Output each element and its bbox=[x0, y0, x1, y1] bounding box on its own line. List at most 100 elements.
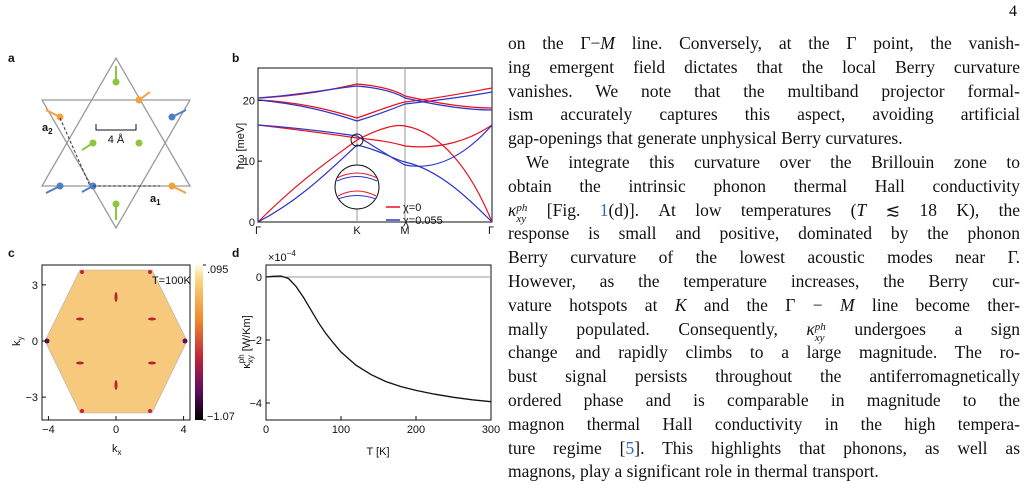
subscript: xy bbox=[516, 212, 527, 225]
text-run: line. Conversely, at the Γ point, the va… bbox=[614, 33, 1020, 53]
text-part: 1 bbox=[156, 198, 161, 207]
math: M bbox=[839, 294, 855, 315]
axes-frame bbox=[265, 264, 492, 421]
text-run: magnons, play a significant role in ther… bbox=[508, 461, 879, 482]
x-axis-label: kx bbox=[112, 443, 122, 457]
script: ph xy bbox=[516, 201, 528, 225]
text-line: magnons, play a significant role in ther… bbox=[508, 460, 1020, 484]
text-run: vature hotspots at bbox=[508, 294, 675, 315]
text-line: ordered phase and is comparable in magni… bbox=[508, 389, 1020, 413]
citation-link[interactable]: 5 bbox=[625, 437, 635, 458]
text-run: We integrate this curvature over the Bri… bbox=[526, 151, 1020, 172]
script: ph xy bbox=[814, 320, 826, 344]
text-run: magnon thermal Hall conductivity in the … bbox=[508, 413, 1020, 434]
text-run: ordered phase and is comparable in magni… bbox=[508, 389, 1020, 410]
x-tick-label: 300 bbox=[482, 424, 500, 436]
text-run: change and rapidly climbs to a large mag… bbox=[508, 342, 1020, 363]
text-part: y bbox=[16, 337, 25, 341]
text-run: gap-openings that generate unphysical Be… bbox=[508, 128, 903, 149]
colorbar-label: −1.07 bbox=[207, 411, 235, 423]
text-line: We integrate this curvature over the Bri… bbox=[508, 151, 1020, 175]
text-line: response is small and positive, dominate… bbox=[508, 222, 1020, 246]
text-line: ture regime [5]. This highlights that ph… bbox=[508, 437, 1020, 461]
y-tick-label: 20 bbox=[243, 95, 255, 107]
bands bbox=[257, 83, 493, 223]
x-tick-label: K bbox=[353, 225, 361, 237]
lattice-vectors bbox=[59, 117, 160, 187]
text-run: ture regime [ bbox=[508, 437, 626, 458]
colorbar bbox=[195, 265, 203, 420]
text-part: −4 bbox=[287, 249, 297, 258]
text-part: ph bbox=[237, 354, 246, 363]
text-line: on the Γ−M line. Conversely, at the Γ po… bbox=[508, 32, 1020, 56]
y-tick-label: 10 bbox=[243, 156, 255, 168]
text-line: ism accurately captures this aspect, avo… bbox=[508, 103, 1020, 127]
text-run: and the Γ − bbox=[686, 294, 840, 315]
x-tick-label: 0 bbox=[113, 424, 119, 436]
text-run: on the Γ− bbox=[508, 33, 601, 53]
subscript: xy bbox=[814, 331, 825, 344]
panel-label: b bbox=[232, 51, 239, 65]
text-run: bust signal persists throughout the anti… bbox=[508, 366, 1020, 387]
math-symbol: κ ph xy bbox=[508, 199, 527, 225]
x-tick-label: 100 bbox=[332, 424, 350, 436]
text-run: (d)]. At low temperatures ( bbox=[608, 199, 857, 220]
vector-label: a1 bbox=[150, 193, 161, 207]
math: T bbox=[856, 199, 867, 220]
scale-label: 4 Å bbox=[108, 133, 125, 146]
y-axis-label: κxyph [W/Km] bbox=[237, 315, 255, 369]
vector-label: a2 bbox=[42, 122, 53, 136]
superscript: ph bbox=[516, 201, 528, 214]
y-tick-label: 0 bbox=[32, 336, 38, 348]
panel-label: c bbox=[8, 246, 15, 260]
text-line: ing emergent field dictates that the loc… bbox=[508, 56, 1020, 80]
text-part: k bbox=[11, 340, 23, 346]
text-part: xy bbox=[246, 355, 255, 363]
colorbar-label: .095 bbox=[207, 264, 228, 276]
y-tick-label: 0 bbox=[256, 272, 262, 284]
text-line: κ ph xy [Fig. 1(d)]. At low temperatures (… bbox=[508, 199, 1020, 225]
annotation: T=100K bbox=[152, 275, 191, 287]
text-run: ]. This highlights that phonons, as well… bbox=[634, 437, 1021, 458]
inset-bands bbox=[336, 172, 378, 200]
hotspots bbox=[44, 270, 188, 413]
text-run: obtain the intrinsic phonon thermal Hall… bbox=[508, 175, 1020, 196]
y-tick-label: −4 bbox=[249, 398, 262, 410]
text-run: [Fig. bbox=[527, 199, 600, 220]
text-run: line become ther- bbox=[854, 294, 1021, 315]
text-part: κ bbox=[241, 363, 253, 369]
x-tick-label: 4 bbox=[181, 424, 187, 436]
math: κ bbox=[508, 199, 517, 220]
text-part: k bbox=[112, 443, 118, 455]
text-line: magnon thermal Hall conductivity in the … bbox=[508, 413, 1020, 437]
page-number: 4 bbox=[1009, 3, 1017, 20]
text-part: [W/Km] bbox=[241, 315, 253, 354]
superscript: ph bbox=[814, 320, 826, 333]
text-line: Berry curvature of the lowest acoustic m… bbox=[508, 246, 1020, 270]
x-tick-label: 0 bbox=[263, 424, 269, 436]
text-line: vature hotspots at K and the Γ − M line … bbox=[508, 294, 1020, 318]
x-tick-label: Γ bbox=[488, 225, 494, 237]
y-tick-label: 0 bbox=[249, 217, 255, 229]
text-part: a bbox=[42, 122, 49, 134]
text-part: ×10 bbox=[268, 252, 287, 264]
text-part: 2 bbox=[48, 127, 53, 136]
axes-frame bbox=[257, 67, 493, 223]
citation-link[interactable]: 1 bbox=[599, 199, 609, 220]
text-run: Berry curvature of the lowest acoustic m… bbox=[508, 247, 1020, 268]
zoom-inset bbox=[334, 164, 380, 210]
y-tick-label: 3 bbox=[32, 280, 38, 292]
math-symbol: κ ph xy bbox=[806, 319, 825, 344]
x-tick-label: M bbox=[400, 225, 409, 237]
text-column: on the Γ−M line. Conversely, at the Γ po… bbox=[508, 32, 1020, 484]
x-tick-label: −4 bbox=[42, 424, 55, 436]
text-run: undergoes a sign bbox=[825, 318, 1021, 339]
data-line bbox=[265, 275, 492, 403]
math: M bbox=[600, 33, 615, 53]
text-run: mally populated. Consequently, bbox=[508, 318, 807, 339]
text-line: vanishes. We note that the multiband pro… bbox=[508, 80, 1020, 104]
text-line: mally populated. Consequently, κ ph xy und… bbox=[508, 318, 1021, 344]
